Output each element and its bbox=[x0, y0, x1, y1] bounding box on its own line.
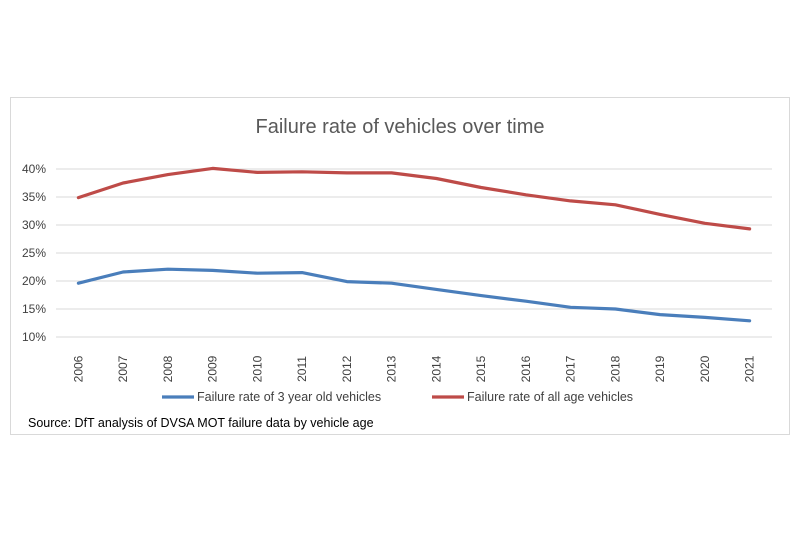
y-tick-label: 30% bbox=[22, 218, 46, 232]
x-tick-label: 2020 bbox=[698, 355, 712, 382]
source-note: Source: DfT analysis of DVSA MOT failure… bbox=[28, 416, 374, 430]
y-tick-label: 25% bbox=[22, 246, 46, 260]
x-tick-label: 2021 bbox=[743, 355, 757, 382]
series-lines bbox=[76, 166, 752, 323]
x-tick-label: 2009 bbox=[206, 355, 220, 382]
y-tick-label: 15% bbox=[22, 302, 46, 316]
y-tick-label: 10% bbox=[22, 330, 46, 344]
x-axis-ticks: 2006 2007 2008 2009 2010 2011 2012 2013 2014 2015… bbox=[71, 355, 756, 382]
y-tick-label: 40% bbox=[22, 162, 46, 176]
x-tick-label: 2007 bbox=[116, 355, 130, 382]
legend: Failure rate of 3 year old vehicles Failu… bbox=[162, 390, 633, 404]
x-tick-label: 2018 bbox=[608, 355, 622, 382]
x-tick-label: 2008 bbox=[161, 355, 175, 382]
x-tick-label: 2014 bbox=[429, 355, 443, 382]
y-tick-label: 35% bbox=[22, 190, 46, 204]
x-tick-label: 2019 bbox=[653, 355, 667, 382]
legend-label: Failure rate of all age vehicles bbox=[467, 390, 633, 404]
legend-label: Failure rate of 3 year old vehicles bbox=[197, 390, 381, 404]
y-axis-ticks: 10% 15% 20% 25% 30% 35% 40% bbox=[22, 162, 46, 344]
chart-frame bbox=[10, 97, 790, 435]
x-tick-label: 2017 bbox=[564, 355, 578, 382]
y-tick-label: 20% bbox=[22, 274, 46, 288]
x-tick-label: 2012 bbox=[340, 355, 354, 382]
chart-title: Failure rate of vehicles over time bbox=[255, 116, 545, 138]
grid-lines bbox=[56, 168, 772, 338]
series-line-1 bbox=[76, 267, 752, 323]
x-tick-label: 2013 bbox=[385, 355, 399, 382]
x-tick-label: 2016 bbox=[519, 355, 533, 382]
x-tick-label: 2011 bbox=[295, 356, 309, 382]
x-tick-label: 2010 bbox=[250, 355, 264, 382]
x-tick-label: 2006 bbox=[71, 355, 85, 382]
x-tick-label: 2015 bbox=[474, 355, 488, 382]
series-line-2 bbox=[76, 166, 752, 231]
